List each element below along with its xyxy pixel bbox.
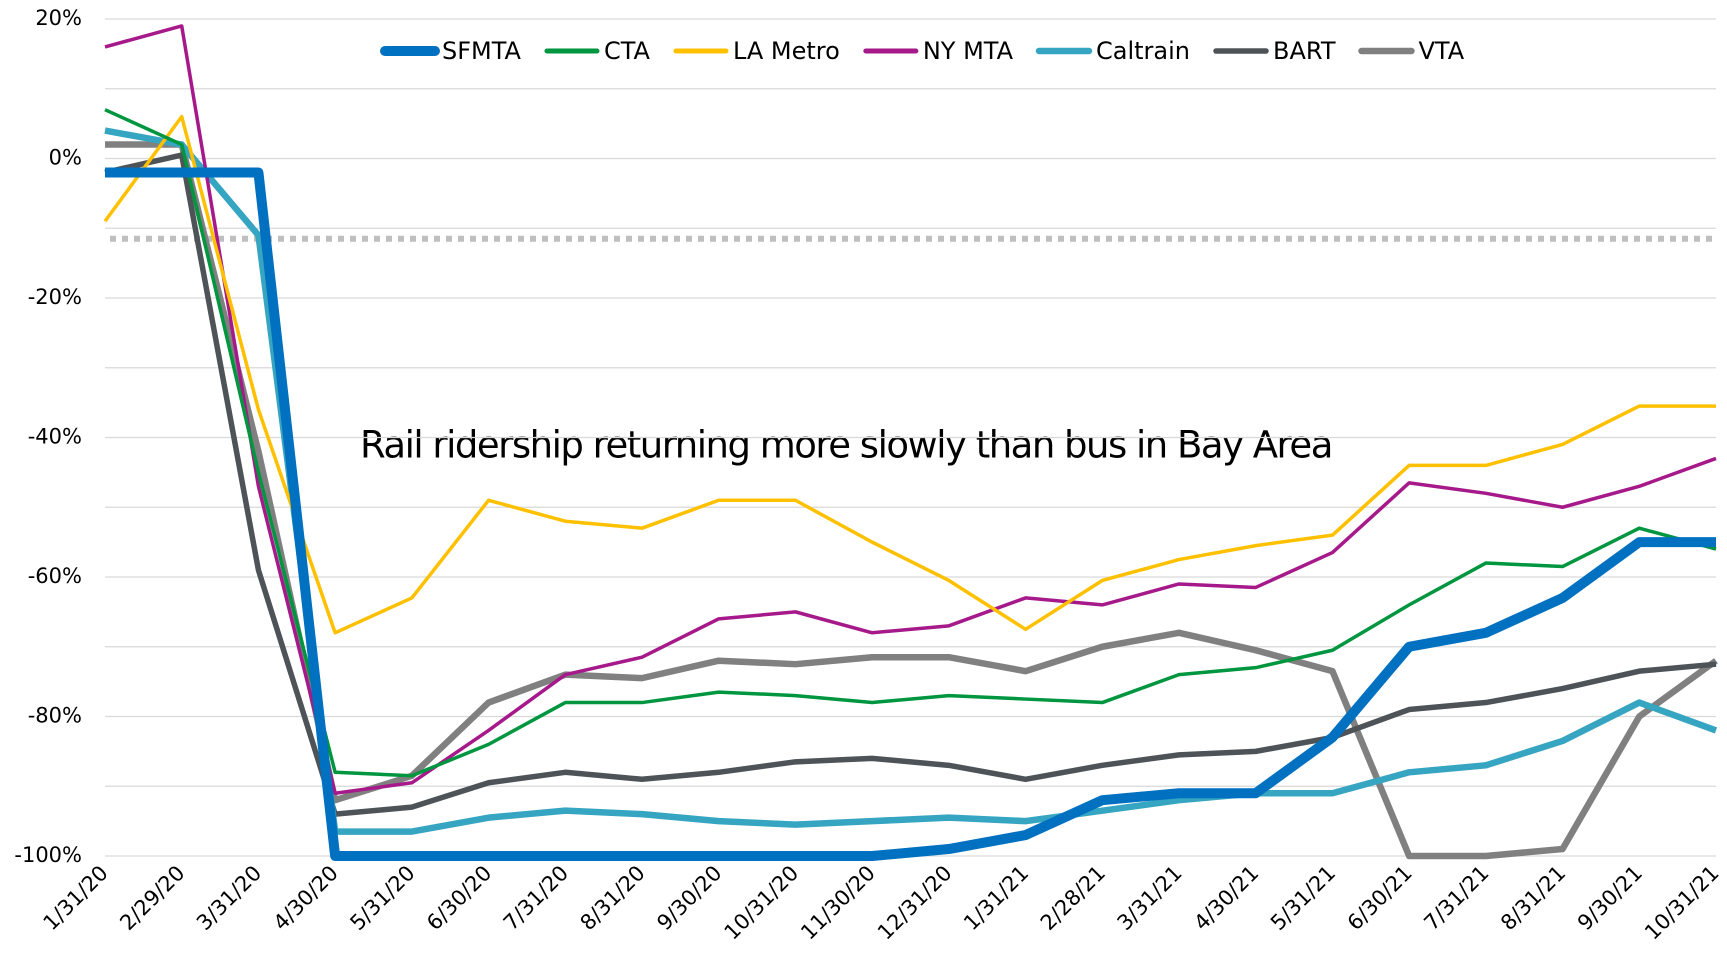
x-tick-label: 4/30/20 (269, 861, 343, 935)
series-line (104, 24, 1717, 795)
x-tick-label: 5/31/21 (1266, 861, 1340, 935)
y-tick-label: -20% (28, 285, 82, 309)
legend-label: LA Metro (733, 37, 840, 65)
x-tick-label: 7/31/21 (1419, 861, 1493, 935)
x-tick-label: 10/31/21 (1640, 861, 1724, 945)
series-line (103, 114, 1716, 635)
series-line (104, 152, 1717, 817)
x-tick-label: 12/31/20 (873, 861, 957, 945)
x-tick-label: 2/28/21 (1036, 861, 1110, 935)
x-tick-label: 1/31/21 (959, 861, 1033, 935)
grid (105, 18, 1716, 857)
x-tick-label: 8/31/21 (1496, 861, 1570, 935)
legend-label: VTA (1418, 37, 1464, 65)
series-line (104, 108, 1717, 778)
x-tick-label: 7/31/20 (499, 861, 573, 935)
legend-label: BART (1273, 37, 1336, 65)
y-tick-label: -100% (14, 843, 82, 867)
y-tick-label: -60% (28, 564, 82, 588)
legend-label: Caltrain (1096, 37, 1190, 65)
x-tick-label: 9/30/20 (652, 861, 726, 935)
annotation: Rail ridership returning more slowly tha… (360, 424, 1332, 467)
x-tick-label: 10/31/20 (720, 861, 804, 945)
legend-label: NY MTA (923, 37, 1014, 65)
x-tick-label: 1/31/20 (39, 861, 113, 935)
y-tick-label: -80% (28, 704, 82, 728)
x-tick-label: 8/31/20 (576, 861, 650, 935)
x-tick-label: 2/29/20 (115, 861, 189, 935)
x-tick-label: 3/31/21 (1113, 861, 1187, 935)
series-line (104, 127, 1718, 835)
y-tick-label: 20% (35, 6, 82, 30)
legend-label: SFMTA (442, 37, 522, 65)
x-tick-label: 11/30/20 (796, 861, 880, 945)
legend-label: CTA (604, 37, 651, 65)
series-line (105, 167, 1716, 861)
x-tick-label: 3/31/20 (192, 861, 266, 935)
x-tick-label: 9/30/21 (1573, 861, 1647, 935)
y-tick-label: 0% (49, 146, 82, 170)
y-tick-label: -40% (28, 425, 82, 449)
x-tick-label: 6/30/20 (422, 861, 496, 935)
series-line (105, 141, 1718, 860)
x-tick-label: 5/31/20 (345, 861, 419, 935)
x-tick-label: 6/30/21 (1343, 861, 1417, 935)
x-tick-label: 4/30/21 (1189, 861, 1263, 935)
